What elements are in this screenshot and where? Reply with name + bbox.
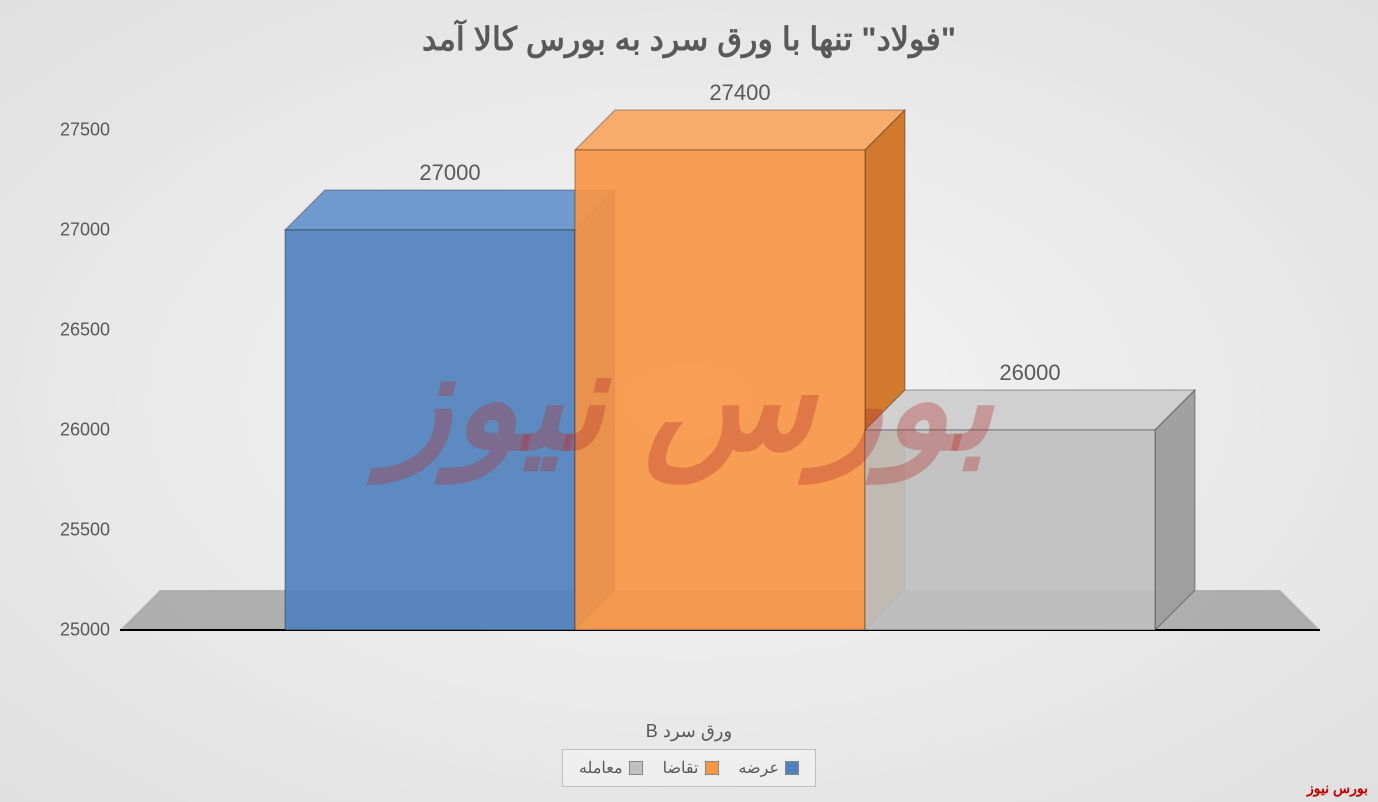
chart-title: "فولاد" تنها با ورق سرد به بورس کالا آمد [0,20,1378,58]
y-tick-label: 25000 [10,620,110,641]
y-tick-label: 25500 [10,520,110,541]
x-axis-category-label: ورق سرد B [0,721,1378,742]
plot-area: 2500025500260002650027000275002700027400… [120,100,1320,680]
data-label: 26000 [999,360,1060,386]
legend-item: عرضه [738,758,799,778]
legend-label: عرضه [738,758,779,778]
y-tick-label: 26000 [10,420,110,441]
legend-label: تقاضا [663,758,699,778]
chart-container: "فولاد" تنها با ورق سرد به بورس کالا آمد… [0,0,1378,802]
y-tick-label: 27500 [10,120,110,141]
y-tick-label: 27000 [10,220,110,241]
legend-label: معامله [579,758,623,778]
legend-swatch [785,761,799,775]
legend: عرضه تقاضا معامله [562,749,816,787]
legend-item: تقاضا [663,758,719,778]
watermark-corner: بورس نیوز [1307,780,1368,797]
legend-item: معامله [579,758,643,778]
legend-swatch [629,761,643,775]
y-tick-label: 26500 [10,320,110,341]
legend-swatch [704,761,718,775]
